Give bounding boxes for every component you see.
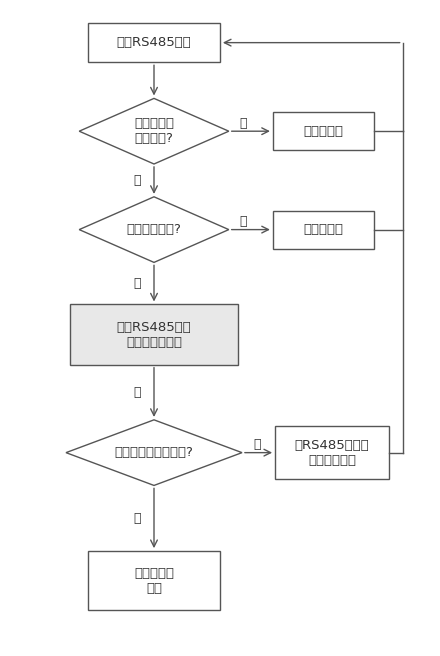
Text: 计时器时间到?: 计时器时间到?: [127, 223, 181, 236]
Text: 侦听到正常
通信报文?: 侦听到正常 通信报文?: [134, 117, 174, 145]
Text: 是: 是: [240, 117, 247, 130]
Bar: [273, 211, 374, 249]
Polygon shape: [66, 420, 242, 485]
Text: 是: 是: [133, 512, 141, 525]
Text: 自回环测试是否异常?: 自回环测试是否异常?: [114, 446, 194, 459]
Polygon shape: [79, 197, 229, 262]
Text: 保持自回环
状态: 保持自回环 状态: [134, 567, 174, 594]
Text: 启动RS485通信
电路自回环测试: 启动RS485通信 电路自回环测试: [117, 321, 191, 348]
Text: 计时器累加: 计时器累加: [304, 223, 343, 236]
Text: 否: 否: [240, 215, 247, 228]
Text: 将RS485切换到
正常通信状态: 将RS485切换到 正常通信状态: [295, 439, 370, 466]
Bar: [88, 551, 220, 610]
Bar: [275, 426, 389, 479]
Text: 计时器清零: 计时器清零: [304, 125, 343, 138]
Polygon shape: [79, 98, 229, 164]
Bar: [273, 112, 374, 150]
Text: 侦听RS485网络: 侦听RS485网络: [117, 36, 191, 49]
Text: 否: 否: [253, 438, 260, 451]
Text: 否: 否: [133, 174, 141, 187]
Bar: [70, 304, 238, 365]
Text: 是: 是: [133, 277, 141, 290]
Bar: [88, 23, 220, 62]
Text: 是: 是: [133, 386, 141, 399]
